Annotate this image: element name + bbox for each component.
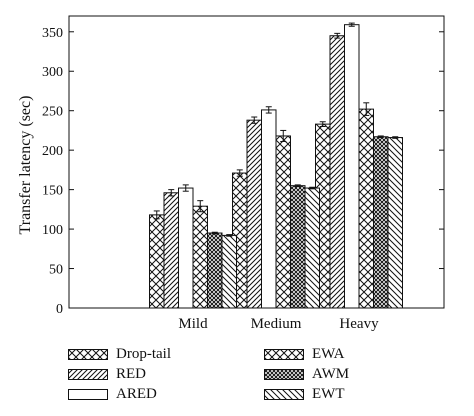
legend-swatch [264, 388, 304, 400]
bar [207, 232, 223, 309]
y-tick-label: 300 [42, 65, 63, 80]
y-axis-label: Transfer latency (sec) [17, 96, 34, 235]
x-category-label: Medium [251, 316, 302, 332]
x-category-label: Mild [178, 316, 208, 332]
legend-item: EWA [264, 344, 345, 364]
legend-item: Drop-tail [68, 344, 171, 364]
legend-swatch [68, 388, 108, 400]
bar [261, 109, 277, 309]
legend-swatch [68, 368, 108, 380]
bar [373, 136, 389, 309]
bar [275, 135, 291, 309]
y-tick-label: 150 [42, 184, 63, 199]
legend-item: EWT [264, 384, 344, 404]
legend-label: ARED [116, 386, 157, 402]
legend: Drop-tail RED ARED EWA AWM EWT [0, 340, 474, 416]
bar [221, 234, 237, 309]
chart-svg: Transfer latency (sec) 0 50 100 150 200 250 30… [17, 15, 445, 332]
bar [246, 119, 262, 309]
bar [149, 214, 165, 309]
legend-label: EWT [312, 386, 345, 402]
y-tick-label: 100 [42, 223, 63, 238]
y-tick-label: 50 [49, 263, 63, 278]
y-tick-label: 250 [42, 105, 63, 120]
legend-label: Drop-tail [116, 346, 171, 362]
legend-item: ARED [68, 384, 157, 404]
bar [358, 108, 374, 309]
bar [344, 24, 360, 309]
legend-label: AWM [312, 366, 350, 382]
bar [163, 192, 179, 309]
legend-item: RED [68, 364, 146, 384]
legend-swatch [68, 348, 108, 360]
bar [304, 187, 320, 309]
y-tick-label: 0 [56, 302, 63, 317]
bar [178, 187, 194, 309]
y-tick-label: 200 [42, 144, 63, 159]
y-tick-label: 350 [42, 26, 63, 41]
bar [290, 185, 306, 309]
bar [387, 137, 403, 309]
legend-item: AWM [264, 364, 349, 384]
bar [192, 205, 208, 309]
bar [329, 35, 345, 309]
legend-swatch [264, 348, 304, 360]
legend-label: RED [116, 366, 146, 382]
legend-label: EWA [312, 346, 345, 362]
legend-swatch [264, 368, 304, 380]
x-category-label: Heavy [339, 316, 379, 332]
